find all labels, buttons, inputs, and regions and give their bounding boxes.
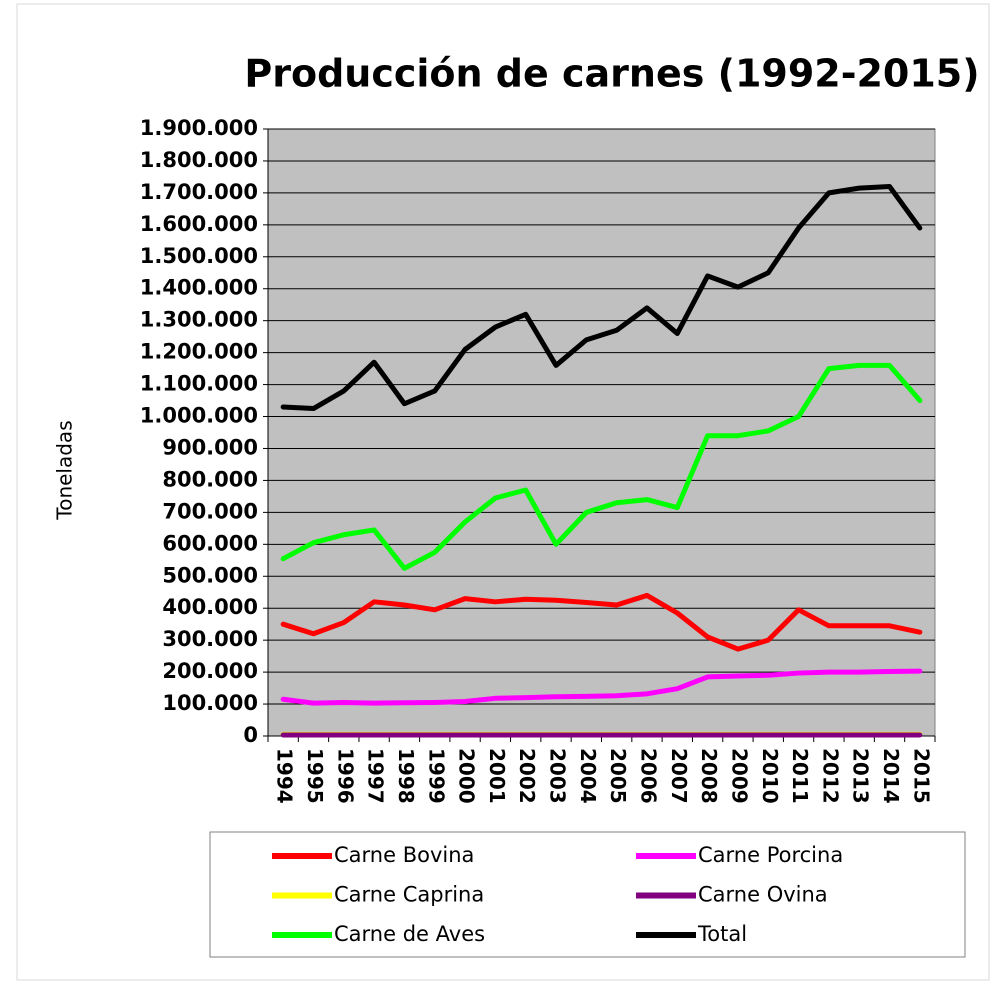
legend-label: Carne de Aves xyxy=(334,922,485,946)
y-tick-label: 1.900.000 xyxy=(140,116,258,140)
chart-title: Producción de carnes (1992-2015) xyxy=(244,52,979,96)
y-tick-label: 1.400.000 xyxy=(140,276,258,300)
x-tick-label: 1999 xyxy=(424,748,448,804)
legend-label: Total xyxy=(697,922,747,946)
x-tick-label: 2013 xyxy=(849,748,873,804)
x-tick-label: 2009 xyxy=(727,748,751,804)
legend-label: Carne Ovina xyxy=(698,883,828,907)
legend-label: Carne Porcina xyxy=(698,843,843,867)
x-tick-label: 2011 xyxy=(788,748,812,804)
x-tick-label: 2010 xyxy=(758,748,782,804)
x-tick-label: 2005 xyxy=(606,748,630,804)
y-tick-label: 800.000 xyxy=(162,467,258,491)
x-tick-label: 2002 xyxy=(515,748,539,804)
x-tick-label: 2004 xyxy=(576,748,600,804)
y-tick-label: 1.000.000 xyxy=(140,404,258,428)
x-tick-label: 2001 xyxy=(485,748,509,804)
x-tick-label: 1996 xyxy=(333,748,357,804)
y-tick-label: 900.000 xyxy=(162,435,258,459)
y-tick-label: 1.500.000 xyxy=(140,244,258,268)
x-tick-label: 2014 xyxy=(879,748,903,804)
y-tick-label: 500.000 xyxy=(162,563,258,587)
y-tick-label: 600.000 xyxy=(162,531,258,555)
y-tick-label: 1.800.000 xyxy=(140,148,258,172)
x-tick-label: 2006 xyxy=(636,748,660,804)
y-tick-label: 200.000 xyxy=(162,659,258,683)
x-tick-label: 2012 xyxy=(818,748,842,804)
y-tick-label: 100.000 xyxy=(162,691,258,715)
x-tick-label: 1994 xyxy=(273,748,297,804)
series-line xyxy=(280,668,923,706)
x-tick-label: 2007 xyxy=(667,748,691,804)
series-line xyxy=(280,362,923,571)
x-tick-label: 2008 xyxy=(697,748,721,804)
legend-box xyxy=(209,831,966,958)
y-tick-label: 1.100.000 xyxy=(140,372,258,396)
y-tick-label: 1.200.000 xyxy=(140,340,258,364)
y-tick-label: 300.000 xyxy=(162,627,258,651)
legend-label: Carne Bovina xyxy=(334,843,474,867)
x-tick-label: 2003 xyxy=(546,748,570,804)
x-tick-label: 2015 xyxy=(909,748,933,804)
x-tick-label: 1998 xyxy=(394,748,418,804)
x-tick-label: 2000 xyxy=(455,748,479,804)
y-tick-label: 0 xyxy=(243,723,258,747)
y-tick-label: 1.700.000 xyxy=(140,180,258,204)
legend-label: Carne Caprina xyxy=(334,883,484,907)
y-tick-label: 1.300.000 xyxy=(140,308,258,332)
plot-area xyxy=(267,128,936,737)
y-axis-label: Toneladas xyxy=(53,420,77,520)
series-line xyxy=(280,592,923,652)
y-tick-label: 700.000 xyxy=(162,499,258,523)
y-tick-label: 1.600.000 xyxy=(140,212,258,236)
series-line xyxy=(280,184,923,412)
x-tick-label: 1995 xyxy=(303,748,327,804)
y-tick-label: 400.000 xyxy=(162,595,258,619)
x-tick-label: 1997 xyxy=(364,748,388,804)
